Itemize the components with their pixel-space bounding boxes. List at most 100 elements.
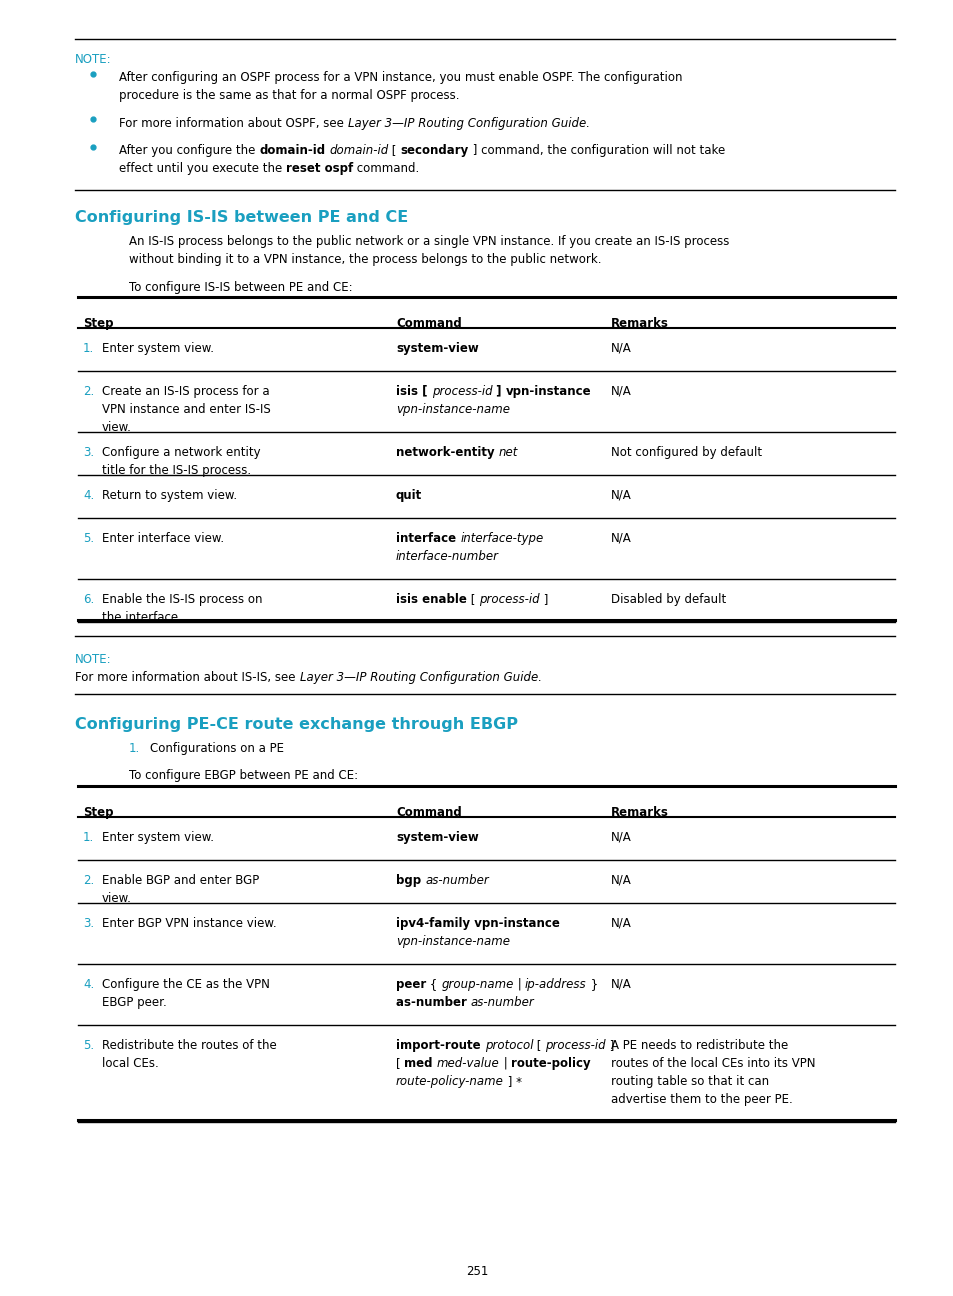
- Text: Enter system view.: Enter system view.: [102, 342, 213, 355]
- Text: Configure the CE as the VPN: Configure the CE as the VPN: [102, 977, 270, 990]
- Text: ]: ]: [539, 594, 547, 607]
- Text: NOTE:: NOTE:: [75, 53, 112, 66]
- Text: domain-id: domain-id: [329, 144, 388, 157]
- Text: process-id: process-id: [545, 1039, 605, 1052]
- Text: Enable the IS-IS process on: Enable the IS-IS process on: [102, 594, 262, 607]
- Text: 6.: 6.: [83, 594, 94, 607]
- Text: without binding it to a VPN instance, the process belongs to the public network.: without binding it to a VPN instance, th…: [129, 253, 600, 266]
- Text: |: |: [499, 1058, 511, 1070]
- Text: system-view: system-view: [395, 831, 478, 844]
- Text: isis [: isis [: [395, 385, 431, 398]
- Text: network-entity: network-entity: [395, 446, 498, 459]
- Text: After configuring an OSPF process for a VPN instance, you must enable OSPF. The : After configuring an OSPF process for a …: [119, 71, 682, 84]
- Text: Enable BGP and enter BGP: Enable BGP and enter BGP: [102, 874, 259, 886]
- Text: Not configured by default: Not configured by default: [610, 446, 760, 459]
- Text: route-policy-name: route-policy-name: [395, 1074, 503, 1087]
- Text: Enter system view.: Enter system view.: [102, 831, 213, 844]
- Text: interface: interface: [395, 531, 459, 544]
- Text: effect until you execute the: effect until you execute the: [119, 162, 286, 175]
- Text: net: net: [498, 446, 517, 459]
- Text: as-number: as-number: [471, 995, 534, 1008]
- Text: as-number: as-number: [425, 874, 488, 886]
- Text: 5.: 5.: [83, 1039, 94, 1052]
- Text: view.: view.: [102, 892, 132, 905]
- Text: Layer 3—IP Routing Configuration Guide.: Layer 3—IP Routing Configuration Guide.: [348, 117, 589, 130]
- Text: N/A: N/A: [610, 916, 631, 929]
- Text: ipv4-family vpn-instance: ipv4-family vpn-instance: [395, 916, 559, 929]
- Text: [: [: [388, 144, 400, 157]
- Text: For more information about OSPF, see: For more information about OSPF, see: [119, 117, 348, 130]
- Text: med: med: [404, 1058, 436, 1070]
- Text: [: [: [533, 1039, 545, 1052]
- Text: Configure a network entity: Configure a network entity: [102, 446, 260, 459]
- Text: Enter interface view.: Enter interface view.: [102, 531, 224, 544]
- Text: ] *: ] *: [503, 1074, 521, 1087]
- Text: VPN instance and enter IS-IS: VPN instance and enter IS-IS: [102, 403, 271, 416]
- Text: To configure EBGP between PE and CE:: To configure EBGP between PE and CE:: [129, 770, 357, 783]
- Text: Configuring IS-IS between PE and CE: Configuring IS-IS between PE and CE: [75, 210, 408, 224]
- Text: interface-type: interface-type: [459, 531, 543, 544]
- Text: Create an IS-IS process for a: Create an IS-IS process for a: [102, 385, 270, 398]
- Text: interface-number: interface-number: [395, 550, 498, 562]
- Text: peer: peer: [395, 977, 426, 990]
- Text: ]: ]: [492, 385, 505, 398]
- Text: Command: Command: [395, 806, 461, 819]
- Text: A PE needs to redistribute the: A PE needs to redistribute the: [610, 1039, 787, 1052]
- Text: local CEs.: local CEs.: [102, 1058, 158, 1070]
- Text: 1.: 1.: [83, 342, 94, 355]
- Text: NOTE:: NOTE:: [75, 653, 112, 666]
- Text: group-name: group-name: [440, 977, 513, 990]
- Text: advertise them to the peer PE.: advertise them to the peer PE.: [610, 1093, 792, 1105]
- Text: protocol: protocol: [484, 1039, 533, 1052]
- Text: Command: Command: [395, 316, 461, 329]
- Text: 251: 251: [465, 1265, 488, 1278]
- Text: quit: quit: [395, 489, 422, 502]
- Text: N/A: N/A: [610, 342, 631, 355]
- Text: 4.: 4.: [83, 977, 94, 990]
- Text: title for the IS-IS process.: title for the IS-IS process.: [102, 464, 251, 477]
- Text: vpn-instance-name: vpn-instance-name: [395, 934, 509, 947]
- Text: Remarks: Remarks: [610, 316, 668, 329]
- Text: 2.: 2.: [83, 385, 94, 398]
- Text: After you configure the: After you configure the: [119, 144, 259, 157]
- Text: 2.: 2.: [83, 874, 94, 886]
- Text: view.: view.: [102, 421, 132, 434]
- Text: routes of the local CEs into its VPN: routes of the local CEs into its VPN: [610, 1058, 814, 1070]
- Text: Redistribute the routes of the: Redistribute the routes of the: [102, 1039, 276, 1052]
- Text: the interface.: the interface.: [102, 612, 182, 625]
- Text: Return to system view.: Return to system view.: [102, 489, 237, 502]
- Text: bgp: bgp: [395, 874, 425, 886]
- Text: [: [: [395, 1058, 404, 1070]
- Text: as-number: as-number: [395, 995, 471, 1008]
- Text: For more information about IS-IS, see: For more information about IS-IS, see: [75, 671, 299, 684]
- Text: route-policy: route-policy: [511, 1058, 590, 1070]
- Text: Configuring PE-CE route exchange through EBGP: Configuring PE-CE route exchange through…: [75, 717, 517, 732]
- Text: 4.: 4.: [83, 489, 94, 502]
- Text: }: }: [586, 977, 598, 990]
- Text: import-route: import-route: [395, 1039, 484, 1052]
- Text: vpn-instance: vpn-instance: [505, 385, 591, 398]
- Text: procedure is the same as that for a normal OSPF process.: procedure is the same as that for a norm…: [119, 89, 459, 102]
- Text: routing table so that it can: routing table so that it can: [610, 1074, 768, 1087]
- Text: system-view: system-view: [395, 342, 478, 355]
- Text: N/A: N/A: [610, 874, 631, 886]
- Text: N/A: N/A: [610, 489, 631, 502]
- Text: process-id: process-id: [431, 385, 492, 398]
- Text: secondary: secondary: [400, 144, 468, 157]
- Text: ]: ]: [605, 1039, 614, 1052]
- Text: N/A: N/A: [610, 531, 631, 544]
- Text: To configure IS-IS between PE and CE:: To configure IS-IS between PE and CE:: [129, 280, 352, 294]
- Text: N/A: N/A: [610, 385, 631, 398]
- Text: ] command, the configuration will not take: ] command, the configuration will not ta…: [468, 144, 724, 157]
- Text: Disabled by default: Disabled by default: [610, 594, 725, 607]
- Text: Enter BGP VPN instance view.: Enter BGP VPN instance view.: [102, 916, 276, 929]
- Text: Configurations on a PE: Configurations on a PE: [150, 741, 283, 754]
- Text: Layer 3—IP Routing Configuration Guide.: Layer 3—IP Routing Configuration Guide.: [299, 671, 541, 684]
- Text: 1.: 1.: [129, 741, 140, 754]
- Text: 3.: 3.: [83, 446, 94, 459]
- Text: Remarks: Remarks: [610, 806, 668, 819]
- Text: process-id: process-id: [478, 594, 539, 607]
- Text: An IS-IS process belongs to the public network or a single VPN instance. If you : An IS-IS process belongs to the public n…: [129, 235, 728, 248]
- Text: isis enable: isis enable: [395, 594, 466, 607]
- Text: {: {: [426, 977, 440, 990]
